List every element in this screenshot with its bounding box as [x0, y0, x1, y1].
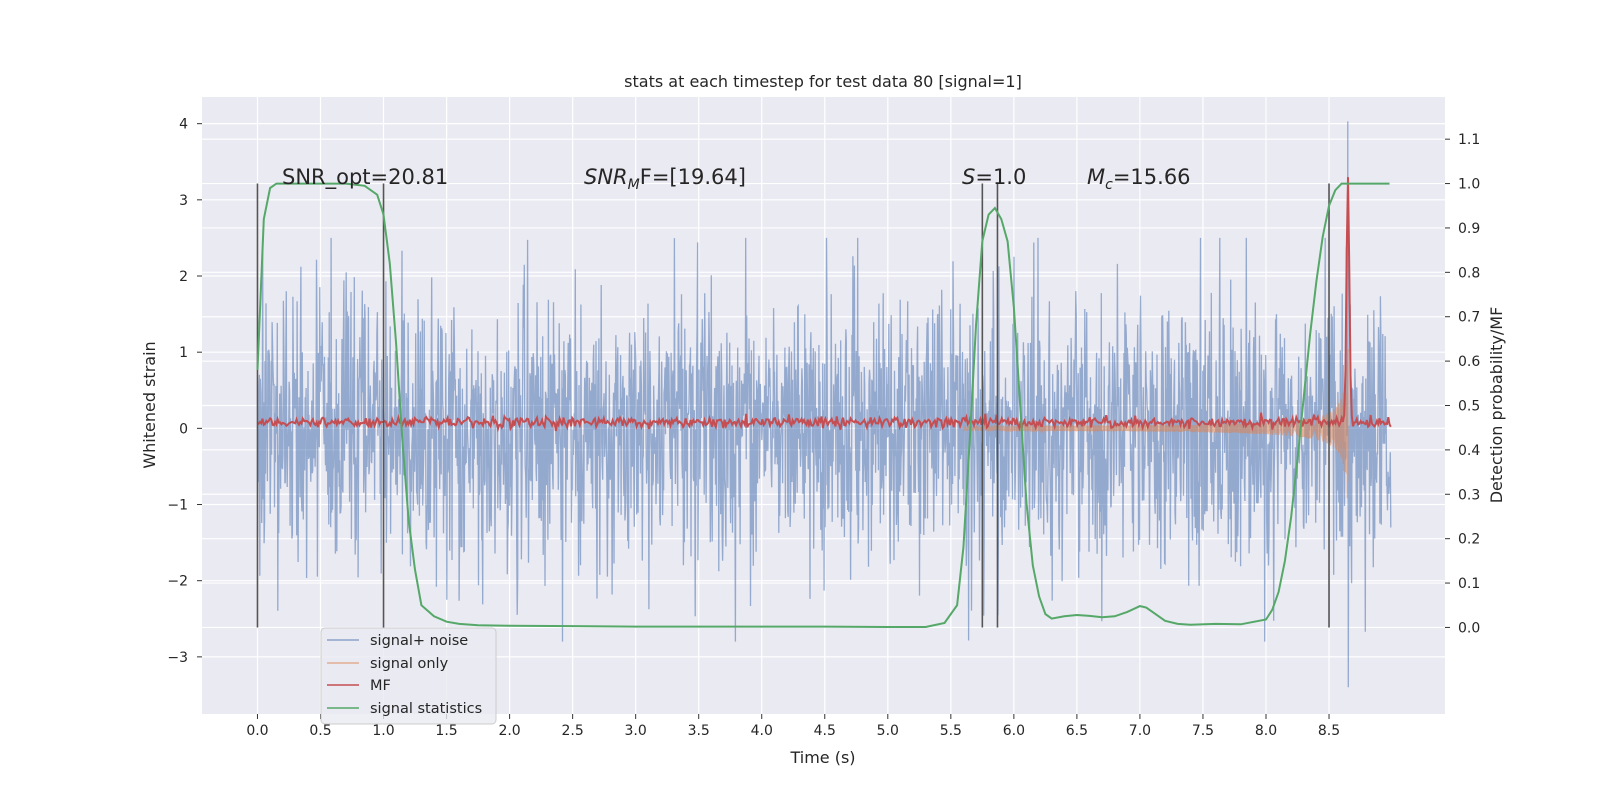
x-tick-label: 4.0 — [751, 723, 773, 739]
legend-box — [320, 627, 497, 725]
x-tick-label: 0.0 — [246, 723, 268, 739]
y-left-tick-label: −3 — [167, 650, 188, 666]
annotation-snr-opt: SNR_opt=20.81 — [282, 165, 448, 190]
chart-title: stats at each timestep for test data 80 … — [624, 72, 1022, 91]
annotation-mc-sub: c — [1105, 177, 1113, 193]
y-left-tick-label: −1 — [167, 498, 188, 514]
x-tick-label: 8.5 — [1318, 723, 1340, 739]
x-tick-label: 3.0 — [625, 723, 647, 739]
y-left-tick-label: −2 — [167, 574, 188, 590]
y-right-tick-label: 0.6 — [1458, 354, 1480, 370]
y-right-tick-label: 0.5 — [1458, 399, 1480, 415]
x-tick-label: 5.5 — [940, 723, 962, 739]
x-tick-label: 1.0 — [372, 723, 394, 739]
annotations: SNR_opt=20.81 SNRMF=[19.64] S=1.0 Mc=15.… — [282, 165, 1191, 193]
signal-statistics-layer — [256, 182, 1390, 628]
data-traces — [256, 121, 1392, 688]
x-tick-label: 5.0 — [877, 723, 899, 739]
x-tick-label: 0.5 — [309, 723, 331, 739]
y-right-tick-label: 0.8 — [1458, 265, 1480, 281]
y-right-tick-label: 1.1 — [1458, 132, 1480, 148]
annotation-s: S=1.0 — [962, 165, 1026, 189]
vertical-markers — [256, 183, 1330, 628]
signal-statistics-line — [256, 182, 1390, 628]
y-left-tick-label: 3 — [179, 193, 188, 209]
legend-label-signal-statistics: signal statistics — [370, 701, 482, 717]
annotation-snr-mf-sub: M — [628, 177, 640, 193]
legend-label-signal-only: signal only — [370, 656, 449, 672]
y-axis-left-label: Whitened strain — [140, 341, 159, 468]
annotation-snr-mf: SNRMF=[19.64] — [584, 165, 746, 193]
signal-noise-trace — [256, 121, 1392, 688]
y-right-tick-label: 0.7 — [1458, 310, 1480, 326]
y-left-tick-label: 4 — [179, 117, 188, 133]
axis-ticks: 0.0 0.5 1.0 1.5 2.0 2.5 3.0 3.5 4.0 4.5 5.0 5.5 6.0 6… — [167, 117, 1480, 739]
x-tick-label: 8.0 — [1255, 723, 1277, 739]
mf-trace — [256, 177, 1392, 433]
annotation-s-name: S — [962, 165, 975, 189]
x-tick-label: 4.5 — [814, 723, 836, 739]
x-tick-label: 2.0 — [498, 723, 520, 739]
y-axis-right-label: Detection probability/MF — [1487, 307, 1506, 504]
y-right-tick-label: 1.0 — [1458, 177, 1480, 193]
y-right-tick-label: 0.1 — [1458, 576, 1480, 592]
annotation-s-value: =1.0 — [975, 165, 1026, 189]
x-tick-label: 2.5 — [561, 723, 583, 739]
legend-label-mf: MF — [370, 678, 391, 694]
y-right-tick-label: 0.3 — [1458, 487, 1480, 503]
y-right-tick-label: 0.0 — [1458, 620, 1480, 636]
legend: signal+ noise signal only MF signal stat… — [320, 627, 497, 725]
x-tick-label: 3.5 — [688, 723, 710, 739]
legend-label-signal-noise: signal+ noise — [370, 633, 468, 649]
annotation-snr-mf-name: SNR — [584, 165, 628, 189]
x-tick-label: 1.5 — [435, 723, 457, 739]
annotation-mc: Mc=15.66 — [1087, 165, 1191, 193]
annotation-mc-name: M — [1087, 165, 1105, 189]
y-left-tick-label: 2 — [179, 269, 188, 285]
y-right-tick-label: 0.4 — [1458, 443, 1480, 459]
y-left-tick-label: 0 — [179, 421, 188, 437]
x-axis-label: Time (s) — [789, 748, 855, 767]
x-tick-label: 7.0 — [1129, 723, 1151, 739]
y-right-tick-label: 0.2 — [1458, 532, 1480, 548]
annotation-mc-value: =15.66 — [1113, 165, 1191, 189]
x-tick-label: 7.5 — [1192, 723, 1214, 739]
y-right-tick-label: 0.9 — [1458, 221, 1480, 237]
annotation-snr-mf-value: F=[19.64] — [640, 165, 746, 189]
x-tick-label: 6.5 — [1066, 723, 1088, 739]
y-left-tick-label: 1 — [179, 345, 188, 361]
x-tick-label: 6.0 — [1003, 723, 1025, 739]
